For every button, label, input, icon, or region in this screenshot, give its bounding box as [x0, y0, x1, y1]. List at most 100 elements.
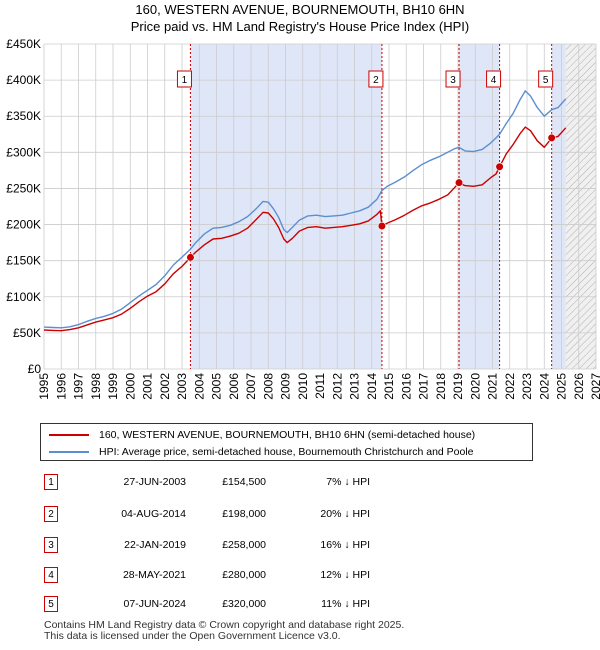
footer: Contains HM Land Registry data © Crown c…: [44, 620, 404, 642]
sale-marker-box: [368, 70, 384, 88]
legend-label-hpi: HPI: Average price, semi-detached house,…: [99, 446, 474, 458]
sale-marker-box: [538, 70, 554, 88]
sale-hpi-diff: 16% ↓ HPI: [320, 539, 370, 551]
x-tick-label: 1999: [106, 373, 120, 400]
y-tick-label: £50K: [13, 326, 41, 340]
legend: 160, WESTERN AVENUE, BOURNEMOUTH, BH10 6…: [40, 423, 533, 461]
x-tick-label: 2027: [589, 373, 600, 400]
y-tick-label: £200K: [6, 218, 41, 232]
sale-price: £280,000: [222, 569, 266, 581]
x-tick-label: 2026: [572, 373, 586, 400]
footer-licence: This data is licensed under the Open Gov…: [44, 630, 341, 642]
sale-number-badge: 4: [44, 567, 58, 583]
x-tick-label: 2018: [434, 373, 448, 400]
sale-number-badge: 5: [44, 596, 58, 612]
sale-price: £154,500: [222, 476, 266, 488]
x-tick-label: 2012: [330, 373, 344, 400]
legend-swatch-property: [49, 434, 89, 436]
ownership-shade: [459, 44, 500, 369]
sale-date: 04-AUG-2014: [121, 508, 186, 520]
y-tick-label: £150K: [6, 254, 41, 268]
legend-swatch-hpi: [49, 451, 89, 453]
sale-row: 5 07-JUN-2024 £320,000 11% ↓ HPI: [0, 596, 600, 616]
chart-subtitle: Price paid vs. HM Land Registry's House …: [130, 19, 470, 34]
ownership-shade: [551, 44, 566, 369]
x-tick-label: 2023: [520, 373, 534, 400]
sale-hpi-diff: 11% ↓ HPI: [321, 598, 370, 610]
x-tick-label: 2004: [192, 373, 206, 400]
sale-price: £198,000: [222, 508, 266, 520]
y-tick-label: £250K: [6, 181, 41, 195]
sale-hpi-diff: 7% ↓ HPI: [326, 476, 370, 488]
sale-hpi-diff: 20% ↓ HPI: [320, 508, 370, 520]
sale-marker-label: 1: [182, 75, 188, 86]
y-tick-label: £300K: [6, 145, 41, 159]
sale-marker-box: [486, 70, 502, 88]
y-tick-label: £450K: [6, 37, 41, 51]
sale-date: 28-MAY-2021: [122, 569, 186, 581]
x-tick-label: 2017: [417, 373, 431, 400]
sale-row: 4 28-MAY-2021 £280,000 12% ↓ HPI: [0, 567, 600, 587]
x-tick-label: 2010: [296, 373, 310, 400]
sale-marker-box: [445, 70, 461, 88]
sale-point: [454, 178, 464, 187]
y-tick-label: £400K: [6, 73, 41, 87]
legend-label-property: 160, WESTERN AVENUE, BOURNEMOUTH, BH10 6…: [99, 429, 476, 441]
x-tick-label: 2013: [348, 373, 362, 400]
sale-date: 07-JUN-2024: [123, 598, 186, 610]
chart-title: 160, WESTERN AVENUE, BOURNEMOUTH, BH10 6…: [135, 2, 465, 17]
sale-date: 27-JUN-2003: [123, 476, 186, 488]
x-tick-label: 2021: [486, 373, 500, 400]
sale-number-badge: 3: [44, 537, 58, 553]
sale-hpi-diff: 12% ↓ HPI: [320, 569, 370, 581]
x-tick-label: 1996: [54, 373, 68, 400]
sale-marker-label: 3: [450, 75, 456, 86]
x-tick-label: 1995: [37, 373, 51, 400]
x-tick-label: 2007: [244, 373, 258, 400]
sale-marker-box: [176, 70, 192, 88]
x-tick-label: 2000: [123, 373, 137, 400]
ownership-shade: [190, 44, 382, 369]
x-tick-label: 2015: [382, 373, 396, 400]
x-tick-label: 2025: [555, 373, 569, 400]
sale-row: 2 04-AUG-2014 £198,000 20% ↓ HPI: [0, 506, 600, 526]
sale-marker-label: 2: [373, 75, 379, 86]
sale-marker-label: 4: [491, 75, 497, 86]
y-tick-label: £0: [28, 362, 42, 376]
x-tick-label: 2022: [503, 373, 517, 400]
sale-point: [377, 221, 387, 231]
sale-row: 1 27-JUN-2003 £154,500 7% ↓ HPI: [0, 474, 600, 494]
price-paid-line: [43, 126, 567, 332]
sale-row: 3 22-JAN-2019 £258,000 16% ↓ HPI: [0, 537, 600, 557]
y-tick-label: £100K: [6, 290, 41, 304]
x-tick-label: 2011: [313, 373, 327, 399]
sale-price: £320,000: [222, 598, 266, 610]
legend-item-property: 160, WESTERN AVENUE, BOURNEMOUTH, BH10 6…: [49, 427, 475, 443]
x-tick-label: 2005: [210, 373, 224, 400]
x-tick-label: 2002: [158, 373, 172, 400]
x-tick-label: 2006: [227, 373, 241, 400]
x-tick-label: 2016: [399, 373, 413, 400]
hpi-line: [43, 90, 567, 329]
sale-number-badge: 1: [44, 474, 58, 490]
x-tick-label: 2003: [175, 373, 189, 400]
footer-copyright: Contains HM Land Registry data © Crown c…: [44, 619, 405, 631]
x-tick-label: 2024: [537, 373, 551, 400]
sale-point: [186, 253, 195, 262]
x-tick-label: 2009: [279, 373, 293, 400]
legend-item-hpi: HPI: Average price, semi-detached house,…: [49, 444, 474, 460]
x-tick-label: 2008: [261, 373, 275, 400]
sale-point: [547, 133, 556, 142]
forecast-hatch: [565, 44, 596, 369]
sale-date: 22-JAN-2019: [124, 539, 186, 551]
x-tick-label: 2014: [365, 373, 379, 400]
price-chart: 1 2 3 4 5 £0 £50K £100K £150K £200K £250K £300K £350…: [6, 37, 600, 400]
x-tick-label: 1997: [72, 373, 86, 400]
x-tick-label: 2020: [468, 373, 482, 400]
y-tick-label: £350K: [6, 109, 41, 123]
sale-marker-label: 5: [543, 75, 549, 86]
x-tick-label: 2019: [451, 373, 465, 400]
sale-price: £258,000: [222, 539, 266, 551]
sale-number-badge: 2: [44, 506, 58, 522]
x-tick-label: 1998: [89, 373, 103, 400]
